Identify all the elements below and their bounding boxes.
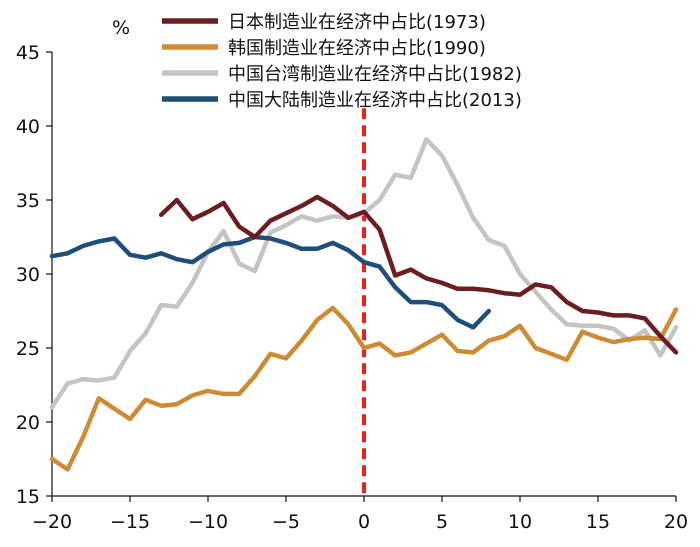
y-tick-label: 30 [16, 264, 40, 286]
legend: 日本制造业在经济中占比(1973) 韩国制造业在经济中占比(1990) 中国台湾制造… [162, 12, 522, 111]
y-tick-label: 40 [16, 116, 40, 138]
y-tick-label: 15 [16, 486, 40, 508]
series-line-2 [49, 305, 679, 472]
legend-label: 日本制造业在经济中占比(1973) [228, 12, 486, 33]
x-tick-label: 15 [586, 511, 610, 533]
series-group [49, 137, 679, 472]
legend-label: 韩国制造业在经济中占比(1990) [228, 38, 486, 59]
x-tick-label: 10 [508, 511, 532, 533]
x-tick-label: −15 [110, 511, 150, 533]
x-tick-label: −10 [188, 511, 228, 533]
y-axis-unit-label: % [112, 17, 130, 39]
legend-label: 中国台湾制造业在经济中占比(1982) [228, 64, 522, 85]
y-tick-label: 20 [16, 412, 40, 434]
legend-label: 中国大陆制造业在经济中占比(2013) [228, 90, 522, 111]
x-tick-label: −20 [32, 511, 72, 533]
series-line-4 [49, 234, 492, 330]
y-tick-label: 45 [16, 42, 40, 64]
x-tick-label: 5 [436, 511, 448, 533]
x-tick-label: 20 [664, 511, 688, 533]
x-tick-label: −5 [272, 511, 300, 533]
series-line-1 [158, 194, 679, 355]
y-tick-label: 35 [16, 190, 40, 212]
x-tick-label: 0 [358, 511, 370, 533]
axes: 15 20 25 30 35 40 45 −20 −15 −10 −5 0 5 10 15 20 [16, 42, 688, 533]
y-tick-label: 25 [16, 338, 40, 360]
